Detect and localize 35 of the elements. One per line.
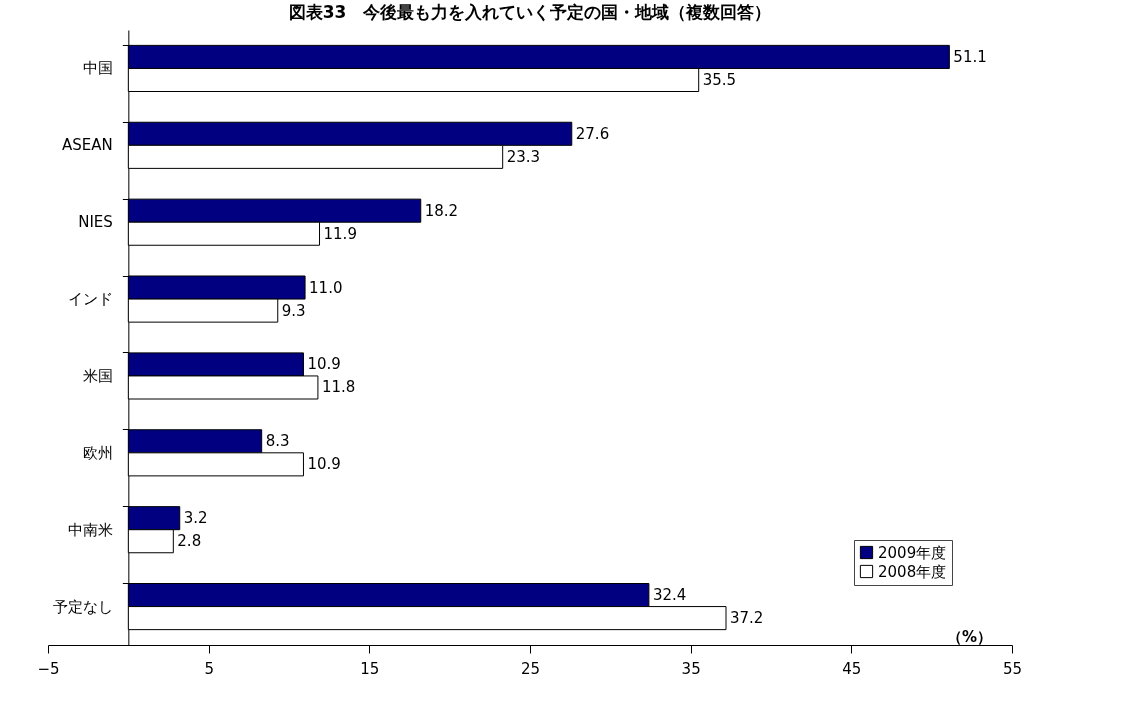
data-label: 11.8 [321,378,356,397]
x-tick-label: 25 [520,659,541,678]
data-label: 9.3 [281,301,306,320]
chart-title: 図表33 今後最も力を入れていく予定の国・地域（複数回答） [288,2,772,22]
x-tick-label: 45 [842,659,862,678]
y-tick-label: 中南米 [67,520,113,539]
data-label: 35.5 [702,70,737,89]
legend-label: 2009年度 [878,543,947,562]
data-label: 3.2 [183,509,208,528]
x-tick-label: −5 [37,659,60,678]
data-label: 8.3 [265,432,290,451]
data-label: 2.8 [177,532,202,551]
data-label: 23.3 [506,147,541,166]
y-tick-label: インド [67,290,113,309]
data-label: 10.9 [307,355,341,374]
data-label: 10.9 [307,455,341,474]
legend-label: 2008年度 [878,562,947,581]
data-label: 27.6 [575,124,610,143]
x-tick-label: 15 [360,659,380,678]
y-tick-label: NIES [78,213,113,232]
x-tick-label: 35 [681,659,701,678]
annotation: （%） [946,628,992,646]
y-tick-label: ASEAN [62,136,113,155]
data-label: 18.2 [424,201,459,220]
y-tick-label: 中国 [82,59,113,78]
y-tick-label: 予定なし [52,597,113,616]
y-tick-label: 米国 [82,366,113,385]
data-label: 11.9 [323,224,357,243]
data-label: 11.0 [309,278,343,297]
y-tick-label: 欧州 [82,443,113,462]
data-label: 32.4 [652,586,687,605]
data-label: 37.2 [730,609,764,628]
x-tick-label: 5 [204,659,214,678]
x-tick-label: 55 [1002,659,1023,678]
data-label: 51.1 [953,47,987,66]
